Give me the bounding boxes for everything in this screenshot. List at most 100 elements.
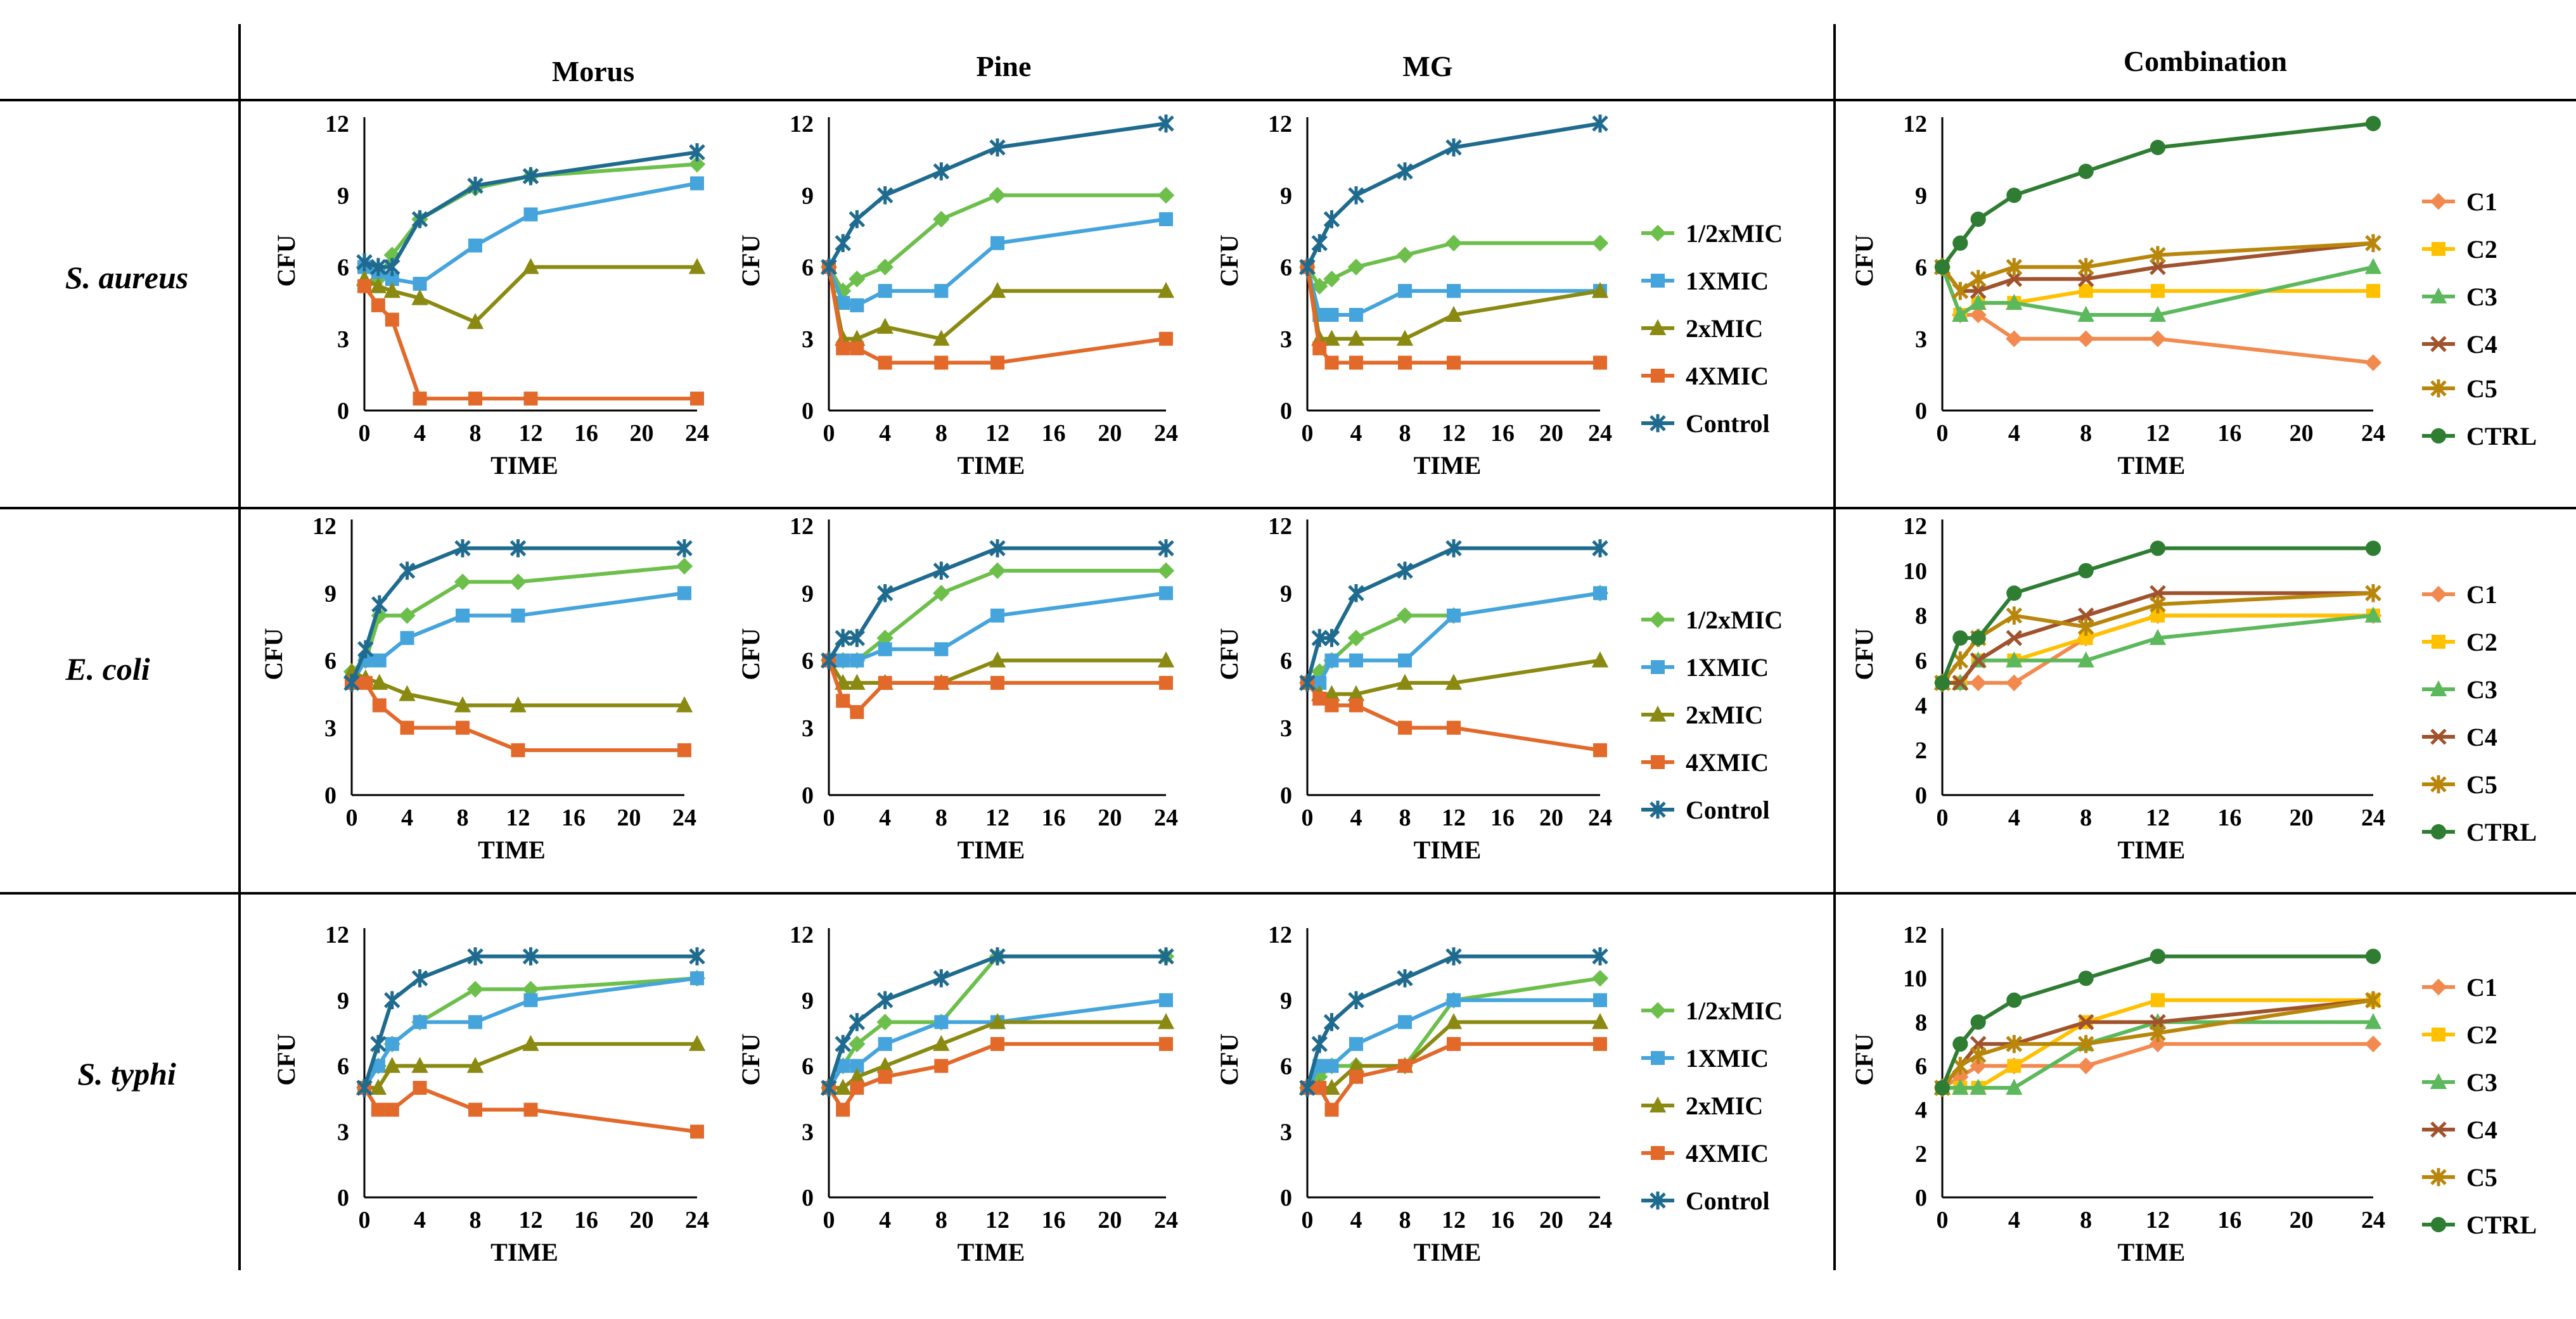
data-point-four: [1398, 1059, 1412, 1073]
y-tick-label: 8: [1915, 603, 1927, 630]
data-point-four: [836, 341, 850, 355]
data-point-four: [371, 298, 385, 312]
data-point-C5: [2150, 246, 2166, 264]
legend-marker-two: [1649, 705, 1667, 722]
legend-marker-two: [1649, 319, 1667, 335]
data-point-two: [849, 673, 866, 690]
data-point-two: [454, 696, 471, 713]
y-tick-label: 9: [1280, 580, 1292, 607]
data-point-two: [989, 1013, 1006, 1029]
data-point-ctrl: [383, 991, 400, 1010]
data-point-half: [399, 607, 416, 624]
y-tick-label: 0: [802, 782, 814, 809]
data-point-one: [836, 1059, 850, 1073]
data-point-ctrl: [849, 628, 866, 647]
legend-marker-C2: [2432, 242, 2445, 256]
x-axis-title: TIME: [478, 836, 546, 864]
y-tick-label: 12: [325, 922, 349, 948]
legend-label-two: 2xMIC: [1686, 314, 1763, 343]
data-point-C1: [2077, 1057, 2094, 1074]
data-point-half: [509, 573, 527, 590]
data-point-ctrl: [1158, 114, 1174, 133]
data-point-C5: [2150, 1024, 2166, 1042]
data-point-two: [1591, 651, 1609, 668]
x-tick-label: 4: [414, 1207, 426, 1233]
data-point-one: [1398, 1015, 1412, 1029]
data-point-ctrl: [1158, 947, 1174, 965]
y-tick-label: 6: [802, 255, 814, 281]
data-point-ctrl: [371, 595, 388, 614]
data-point-four: [400, 720, 414, 735]
data-point-half: [849, 1035, 866, 1053]
y-tick-label: 3: [1280, 1119, 1292, 1145]
x-tick-label: 4: [1350, 420, 1362, 447]
data-point-four: [690, 392, 704, 406]
legend-label-two: 2xMIC: [1686, 701, 1763, 729]
data-point-two: [1347, 685, 1365, 701]
x-tick-label: 16: [574, 420, 598, 447]
legend-label-ctrl: Control: [1686, 409, 1770, 438]
data-point-ctrl: [1592, 947, 1608, 965]
x-tick-label: 8: [2080, 420, 2092, 447]
y-tick-label: 4: [1915, 1097, 1927, 1124]
data-point-ctrl: [849, 1013, 866, 1031]
data-point-one: [1324, 308, 1339, 322]
legend-single-row1: 1/2xMIC 1XMIC 2xMIC 4XMIC Control: [1641, 606, 1783, 824]
data-point-two: [933, 329, 950, 346]
data-point-ctrl: [1323, 1013, 1340, 1031]
data-point-two: [834, 1078, 852, 1095]
data-point-ctrl: [356, 253, 373, 272]
legend-marker-ctrl: [1650, 414, 1666, 433]
x-tick-label: 4: [1350, 1207, 1362, 1233]
y-tick-label: 9: [802, 580, 814, 607]
x-axis-title: TIME: [2118, 451, 2186, 480]
x-tick-label: 24: [685, 420, 709, 447]
data-point-two: [1157, 281, 1175, 298]
data-point-four: [850, 341, 864, 355]
y-axis-title: CFU: [736, 1033, 765, 1085]
data-point-ctrl: [989, 138, 1006, 157]
legend-marker-CTRL: [2430, 1216, 2447, 1233]
x-tick-label: 4: [879, 805, 891, 831]
legend-marker-C1: [2430, 978, 2447, 996]
data-point-four: [1447, 720, 1461, 735]
data-point-two: [411, 289, 428, 305]
data-point-C2: [2151, 608, 2165, 623]
x-tick-label: 24: [1154, 805, 1178, 831]
data-point-ctrl: [821, 258, 837, 276]
legend-label-one: 1XMIC: [1686, 267, 1769, 295]
x-tick-label: 12: [2146, 1207, 2170, 1233]
data-point-ctrl: [821, 651, 837, 670]
data-point-C3: [1952, 305, 1969, 322]
data-point-C5: [1952, 1057, 1969, 1075]
data-point-C2: [2366, 284, 2380, 298]
data-point-two: [1347, 329, 1365, 346]
data-point-four: [934, 675, 949, 690]
data-point-four: [1324, 1102, 1339, 1117]
data-point-one: [1349, 653, 1363, 668]
data-point-CTRL: [2006, 585, 2022, 601]
legend-label-one: 1XMIC: [1686, 653, 1769, 682]
data-point-one: [523, 207, 538, 222]
data-point-CTRL: [1934, 259, 1951, 275]
legend-label-C3: C3: [2466, 283, 2497, 311]
data-point-CTRL: [1934, 1080, 1951, 1096]
x-tick-label: 12: [985, 805, 1009, 831]
y-tick-label: 12: [1268, 513, 1292, 540]
data-point-four: [523, 1102, 538, 1117]
data-point-one: [1159, 993, 1173, 1007]
data-point-one: [1349, 1036, 1363, 1051]
legend-label-CTRL: CTRL: [2466, 422, 2537, 450]
data-point-C5: [2365, 583, 2381, 602]
data-point-C4: [1970, 652, 1987, 669]
legend-label-half: 1/2xMIC: [1686, 219, 1783, 248]
data-point-two: [522, 258, 539, 274]
y-tick-label: 0: [1280, 782, 1292, 809]
data-point-one: [690, 971, 704, 986]
x-tick-label: 8: [935, 1207, 947, 1233]
data-point-ctrl: [1299, 1078, 1316, 1097]
y-tick-label: 9: [324, 580, 336, 607]
legend-marker-C5: [2430, 1168, 2447, 1187]
data-point-four: [468, 392, 482, 406]
